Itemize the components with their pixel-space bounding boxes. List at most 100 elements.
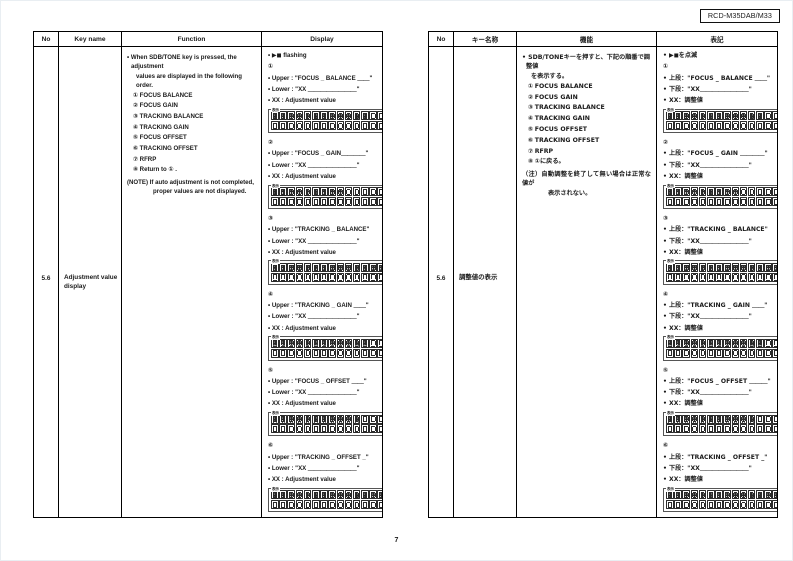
- lcd-segment-cell: [690, 121, 699, 131]
- function-lead-jp: • SDB/TONEキーを押すと、下記の順番で調整値 を表示する。: [522, 53, 651, 81]
- function-step-item: ⑦ RFRP: [522, 148, 651, 155]
- lcd-segment-cell: [715, 111, 723, 121]
- display-upper-line: • 上段："FOCUS _ GAIN ＿＿＿＿": [663, 150, 768, 158]
- display-content: • ▶◼ flashing ① • Upper : "FOCUS _ BALANC…: [262, 47, 382, 517]
- lcd-segment-cell: [336, 500, 345, 510]
- lcd-segment-cell: [723, 414, 731, 424]
- function-lead-cont: values are displayed in the following or…: [136, 72, 242, 89]
- lcd-segment-cell: [772, 187, 777, 197]
- lcd-segment-cell: [715, 424, 723, 434]
- lcd-segment-cell: [328, 262, 336, 272]
- step-label: FOCUS GAIN: [534, 93, 578, 101]
- function-step-item: ⑤ FOCUS OFFSET: [522, 126, 651, 133]
- lcd-segment-cell: [279, 338, 287, 348]
- lcd-display-panel: 表示: [663, 260, 777, 285]
- lcd-panel-label: 表示: [271, 107, 280, 113]
- row-number-jp: 5.6: [436, 275, 446, 282]
- lcd-segment-cell: [772, 262, 777, 272]
- function-step-item: ⑧ Return to ① .: [127, 167, 256, 173]
- function-note-line2: proper values are not displayed.: [153, 188, 247, 196]
- table-header-row: No Key name Function Display: [34, 32, 382, 47]
- lcd-segment-cell: [377, 111, 382, 121]
- lcd-segment-cell: [303, 424, 312, 434]
- lcd-segment-cell: [666, 338, 674, 348]
- lcd-segment-cell: [690, 414, 699, 424]
- lcd-segment-cell: [690, 262, 699, 272]
- display-xx-line: • XX : Adjustment value: [268, 248, 336, 256]
- lcd-segment-cell: [715, 262, 723, 272]
- japanese-spec-table: No キー名称 機能 表記 5.6 調整値の表示 • SDB/TONEキーを押す…: [428, 31, 778, 518]
- lcd-segment-cell: [715, 414, 723, 424]
- lcd-segment-cell: [320, 500, 328, 510]
- lcd-segment-cell: [731, 414, 740, 424]
- lcd-segment-cell: [377, 424, 382, 434]
- lcd-segment-cell: [344, 490, 353, 500]
- lcd-segment-cell: [731, 348, 740, 358]
- lcd-segment-cell: [772, 111, 777, 121]
- lcd-segment-cell: [690, 196, 699, 206]
- lcd-segment-cell: [698, 111, 707, 121]
- lcd-segment-cell: [764, 196, 772, 206]
- lcd-segment-cell: [674, 111, 682, 121]
- lcd-segment-cell: [698, 121, 707, 131]
- lcd-segment-cell: [320, 338, 328, 348]
- lcd-segment-cell: [369, 424, 377, 434]
- lcd-segment-cell: [336, 348, 345, 358]
- lcd-segment-cell: [764, 490, 772, 500]
- lcd-display-panel: 表示: [268, 107, 382, 134]
- lcd-segment-cell: [666, 196, 674, 206]
- lcd-segment-cell: [715, 500, 723, 510]
- lcd-segment-cell: [772, 490, 777, 500]
- lcd-segment-cell: [756, 196, 764, 206]
- lcd-segment-cell: [377, 338, 382, 348]
- step-label: TRACKING OFFSET: [534, 136, 600, 144]
- function-step-item: ③ TRACKING BALANCE: [127, 113, 256, 120]
- lcd-segment-cell: [336, 111, 345, 121]
- lcd-display-panel: 表示: [663, 412, 777, 437]
- lcd-segment-cell: [287, 424, 295, 434]
- lcd-segment-cell: [328, 121, 336, 131]
- display-lower-line: • Lower : "XX ＿＿＿＿＿＿＿＿": [268, 85, 360, 93]
- cell-function-jp: • SDB/TONEキーを押すと、下記の順番で調整値 を表示する。 ① FOCUS…: [517, 47, 657, 517]
- column-header-no-jp: No: [429, 32, 454, 46]
- lcd-segment-cell: [303, 187, 312, 197]
- lcd-segment-cell: [271, 414, 279, 424]
- lcd-segment-cell: [361, 500, 369, 510]
- lcd-segment-cell: [706, 196, 715, 206]
- lcd-segment-cell: [295, 262, 304, 272]
- display-entry-number: ①: [663, 63, 669, 71]
- lcd-segment-cell: [320, 272, 328, 282]
- lcd-segment-cell: [747, 196, 756, 206]
- lcd-segment-cell: [764, 348, 772, 358]
- lcd-segment-cell: [682, 500, 690, 510]
- lcd-segment-cell: [271, 187, 279, 197]
- display-xx-line: • XX：調整値: [663, 324, 703, 332]
- lcd-segment-cell: [731, 111, 740, 121]
- lcd-segment-cell: [336, 424, 345, 434]
- lcd-segment-cell: [723, 196, 731, 206]
- lcd-segment-cell: [344, 262, 353, 272]
- lcd-segment-cell: [352, 272, 361, 282]
- lcd-segment-cell: [723, 348, 731, 358]
- lcd-segment-cell: [377, 187, 382, 197]
- lcd-segment-cell: [682, 121, 690, 131]
- lcd-segment-cell: [674, 187, 682, 197]
- lcd-segment-cell: [747, 414, 756, 424]
- lcd-segment-cell: [369, 338, 377, 348]
- lcd-segment-cell: [344, 500, 353, 510]
- lcd-segment-cell: [279, 500, 287, 510]
- lcd-segment-cell: [271, 196, 279, 206]
- lcd-segment-cell: [747, 187, 756, 197]
- lcd-segment-cell: [739, 196, 748, 206]
- lcd-lower-row: [666, 272, 777, 282]
- display-upper-line: • 上段："FOCUS _ OFFSET ＿＿＿": [663, 377, 771, 385]
- key-name-text-jp: 調整値の表示: [459, 273, 498, 281]
- lcd-lower-row: [666, 424, 777, 434]
- lcd-segment-cell: [706, 414, 715, 424]
- lcd-lower-row: [271, 196, 382, 206]
- lcd-segment-cell: [311, 338, 320, 348]
- lcd-segment-cell: [287, 262, 295, 272]
- lcd-segment-cell: [682, 272, 690, 282]
- lcd-segment-cell: [328, 272, 336, 282]
